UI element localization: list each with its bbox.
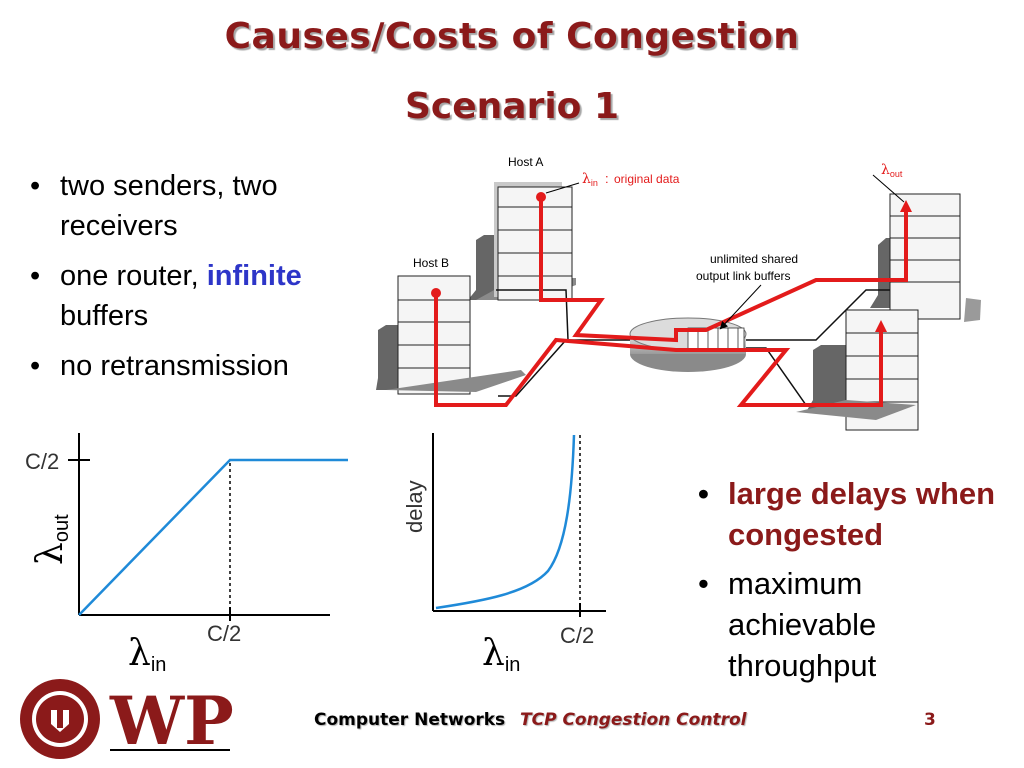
red-data-flow [434,195,908,407]
graph1-x-tick-label: C/2 [207,621,241,646]
right-bullet-list: large delays when congested maximum achi… [688,473,1018,694]
bullet-text: no retransmission [60,350,289,382]
bullet-text: maximum achievable throughput [728,566,877,683]
host-b-source-dot [431,288,441,298]
host-b-label: Host B [413,256,449,270]
bullet-max-throughput: maximum achievable throughput [688,563,1018,686]
lambda-in-pointer [545,182,580,194]
lambda-out-pointer [872,174,905,203]
bullet-no-retransmission: no retransmission [20,346,370,386]
highlight-infinite: infinite [206,260,302,292]
bullet-text: one router, [60,260,207,292]
lambda-in-symbol: λin [582,171,598,188]
slide-title: Causes/Costs of Congestion [224,16,800,57]
wpi-wordmark: WPI [109,682,233,760]
buffer-label-line2: output link buffers [696,269,791,283]
graph2-series-line [435,434,576,610]
bullet-large-delays: large delays when congested [688,473,1018,555]
graph2-x-tick-label: C/2 [560,623,594,648]
footer-topic: TCP Congestion Control [520,710,747,730]
lambda-in-colon: : [605,171,609,186]
graph1-y-tick-label: C/2 [25,449,59,474]
svg-text:λout: λout [30,514,73,565]
host-a-label: Host A [508,155,543,169]
throughput-chart: C/2 C/2 λin λout [25,433,348,676]
host-a-computer [468,182,576,301]
graph1-y-axis-label: λout [30,514,73,565]
page-number: 3 [924,710,936,730]
receiver-top-computer [870,193,981,322]
router-icon [629,317,747,372]
graph1-series-line [78,458,348,616]
receiver-bottom-computer [796,309,919,431]
buffer-pointer [719,284,762,330]
graph2-x-axis-label: λin [482,633,520,676]
graph2-y-axis-label: delay [402,480,427,533]
host-a-source-dot [536,192,546,202]
lambda-out-symbol: λout [881,162,903,179]
network-diagram: Host A Host B λin : original data λout u… [376,155,981,431]
arrowhead-top [900,200,912,212]
bullet-one-router: one router, infinite buffers [20,256,370,336]
arrowhead-bottom [875,320,887,332]
graph1-x-axis-label: λin [128,633,166,676]
footer-course-name: Computer Networks [314,710,506,730]
svg-text:delay: delay [402,480,427,533]
delay-chart: C/2 λin delay [402,433,606,676]
left-bullet-list: two senders, two receivers one router, i… [20,166,370,396]
bullet-text: large delays when congested [728,476,996,552]
bullet-text: two senders, two receivers [60,170,278,242]
wpi-logo: WPI [20,679,233,760]
buffer-label-line1: unlimited shared [710,252,798,266]
bullet-two-senders: two senders, two receivers [20,166,370,246]
slide-subtitle: Scenario 1 [404,86,619,127]
wpi-seal-icon [20,679,100,759]
bullet-text: buffers [60,300,149,332]
original-data-label: original data [614,172,680,186]
